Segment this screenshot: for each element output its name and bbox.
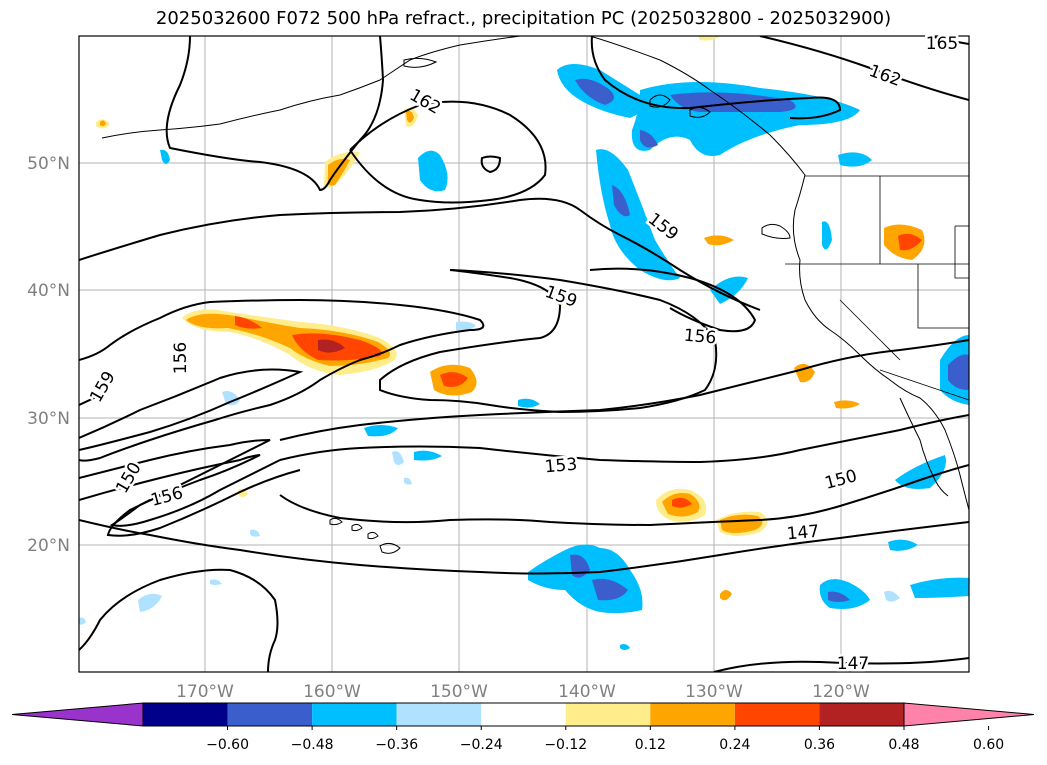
contour-label-147-b-halo: 147	[837, 654, 869, 674]
lat-label: 40°N	[27, 281, 70, 301]
contour-label-165: 165	[926, 34, 958, 54]
colorbar-extend-high	[903, 702, 1035, 727]
colorbar-swatch	[819, 703, 904, 726]
coastlines	[101, 36, 969, 554]
colorbar-tick-label: 0.36	[804, 737, 835, 753]
longitude-labels: 170°W 160°W 150°W 140°W 130°W 120°W	[176, 682, 870, 702]
lat-label: 50°N	[27, 154, 70, 174]
colorbar-swatch	[481, 703, 566, 726]
colorbar-tick-label: −0.60	[206, 737, 249, 753]
lon-label: 160°W	[303, 682, 361, 702]
contour-label-147-b: 147	[837, 654, 869, 674]
precip-negative-shading	[79, 64, 969, 650]
colorbar-swatch	[565, 703, 651, 726]
lon-label: 130°W	[685, 682, 743, 702]
lon-label: 120°W	[812, 682, 870, 702]
colorbar-tick-label: 0.48	[888, 737, 919, 753]
colorbar-swatch	[312, 703, 397, 726]
colorbar-tick-label: 0.24	[719, 737, 750, 753]
contour-label-153: 153	[544, 455, 578, 478]
colorbar-tick-label: −0.12	[544, 737, 587, 753]
lon-label: 150°W	[430, 682, 488, 702]
lon-label: 170°W	[176, 682, 234, 702]
colorbar-swatch	[227, 703, 313, 726]
contour-label-165-halo: 165	[926, 34, 958, 54]
refractivity-contours	[79, 36, 969, 672]
colorbar-outline	[142, 702, 905, 727]
political-boundaries	[785, 175, 969, 401]
map-plot-area	[79, 36, 969, 672]
colorbar-tick-label: −0.36	[375, 737, 418, 753]
lat-label: 30°N	[27, 409, 70, 429]
contour-label-156-b: 156	[683, 326, 717, 349]
contour-label-156-a: 156	[171, 342, 191, 374]
colorbar-swatch	[143, 703, 228, 726]
lon-label: 140°W	[558, 682, 616, 702]
colorbar: −0.60 −0.48 −0.36 −0.24 −0.12 0.12 0.24 0.36 0.4…	[11, 702, 1035, 753]
colorbar-tick-label: −0.48	[291, 737, 334, 753]
colorbar-tick-label: 0.12	[635, 737, 666, 753]
precip-positive-shading	[96, 36, 925, 601]
contour-label-147-a: 147	[786, 522, 820, 545]
colorbar-tick-label: 0.60	[973, 737, 1004, 753]
colorbar-extend-low	[11, 702, 144, 727]
latitude-labels: 50°N 40°N 30°N 20°N	[27, 154, 70, 556]
lat-label: 20°N	[27, 536, 70, 556]
contour-label-153-halo: 153	[544, 455, 578, 478]
contour-label-156-a-halo: 156	[171, 342, 191, 374]
colorbar-tick-label: −0.24	[460, 737, 503, 753]
colorbar-swatch	[396, 703, 482, 726]
colorbar-swatch	[734, 703, 820, 726]
map-title: 2025032600 F072 500 hPa refract., precip…	[155, 8, 892, 29]
map-frame	[78, 35, 970, 673]
colorbar-swatch	[650, 703, 735, 726]
